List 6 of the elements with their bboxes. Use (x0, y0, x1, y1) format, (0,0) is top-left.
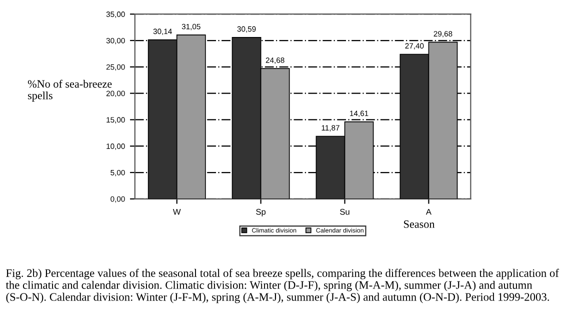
caption: Fig. 2b) Percentage values of the seasonal total of sea breeze spells, comparing the differences between the application of the climatic and calendar division. Climatic division: Winter (D-J-F), spring (M-A-M), summer (J-J-A) and autumn (S-O-N). Calendar division: Winter (J-F-M), spring (A-M-J), summer (J-A-S) and autumn (O-N-D). Period 1999-2003. (6, 268, 559, 304)
x-tick-label: Su (340, 208, 350, 215)
x-tick-label: A (426, 208, 432, 215)
x-tick-label: Sp (256, 208, 266, 216)
x-axis-title: Season (404, 220, 435, 228)
x-tick-label: W (172, 208, 181, 215)
